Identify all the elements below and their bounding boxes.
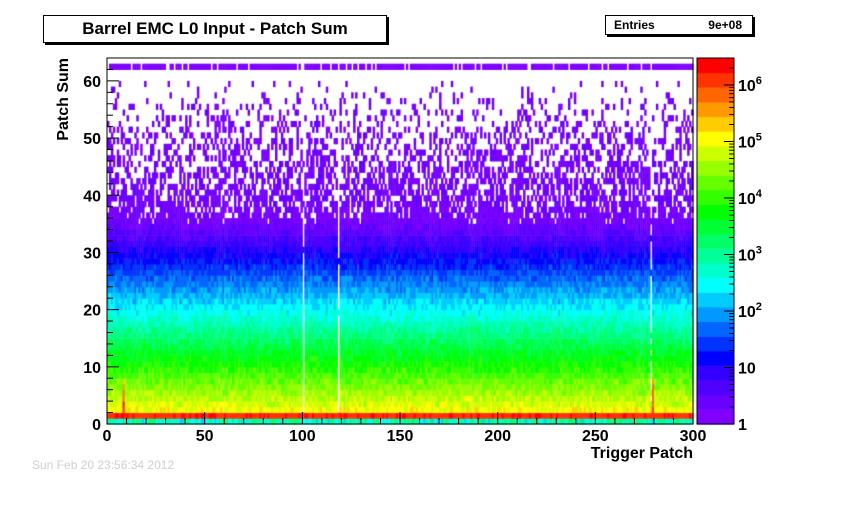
z-tick-label: 1 [738,417,747,434]
z-tick-label: 105 [738,131,762,151]
x-tick-label: 300 [680,428,707,445]
z-tick-label: 102 [738,301,762,321]
chart-title-text: Barrel EMC L0 Input - Patch Sum [82,19,348,38]
x-axis-title: Trigger Patch [591,445,693,462]
stats-entries-label: Entries [614,18,655,32]
y-tick-label: 50 [83,131,101,148]
z-tick-label: 10 [738,360,756,377]
color-bar-frame [696,57,735,425]
x-tick-label: 250 [582,428,609,445]
plot-frame [106,57,694,425]
stats-box: Entries 9e+08 [605,15,753,35]
y-tick-label: 0 [92,417,101,434]
x-tick-label: 0 [103,428,112,445]
x-tick-label: 50 [196,428,214,445]
y-axis-title: Patch Sum [55,58,72,141]
z-tick-label: 104 [738,188,763,208]
y-tick-label: 10 [83,360,101,377]
y-tick-label: 40 [83,188,101,205]
x-tick-label: 150 [387,428,414,445]
chart-title: Barrel EMC L0 Input - Patch Sum [43,15,387,43]
y-tick-label: 20 [83,303,101,320]
x-tick-label: 200 [484,428,511,445]
stats-entries-value: 9e+08 [708,18,742,32]
y-tick-label: 60 [83,74,101,91]
timestamp-footer: Sun Feb 20 23:56:34 2012 [32,458,175,472]
x-tick-label: 100 [289,428,316,445]
y-tick-label: 30 [83,245,101,262]
z-tick-label: 106 [738,75,762,95]
z-tick-label: 103 [738,244,762,264]
